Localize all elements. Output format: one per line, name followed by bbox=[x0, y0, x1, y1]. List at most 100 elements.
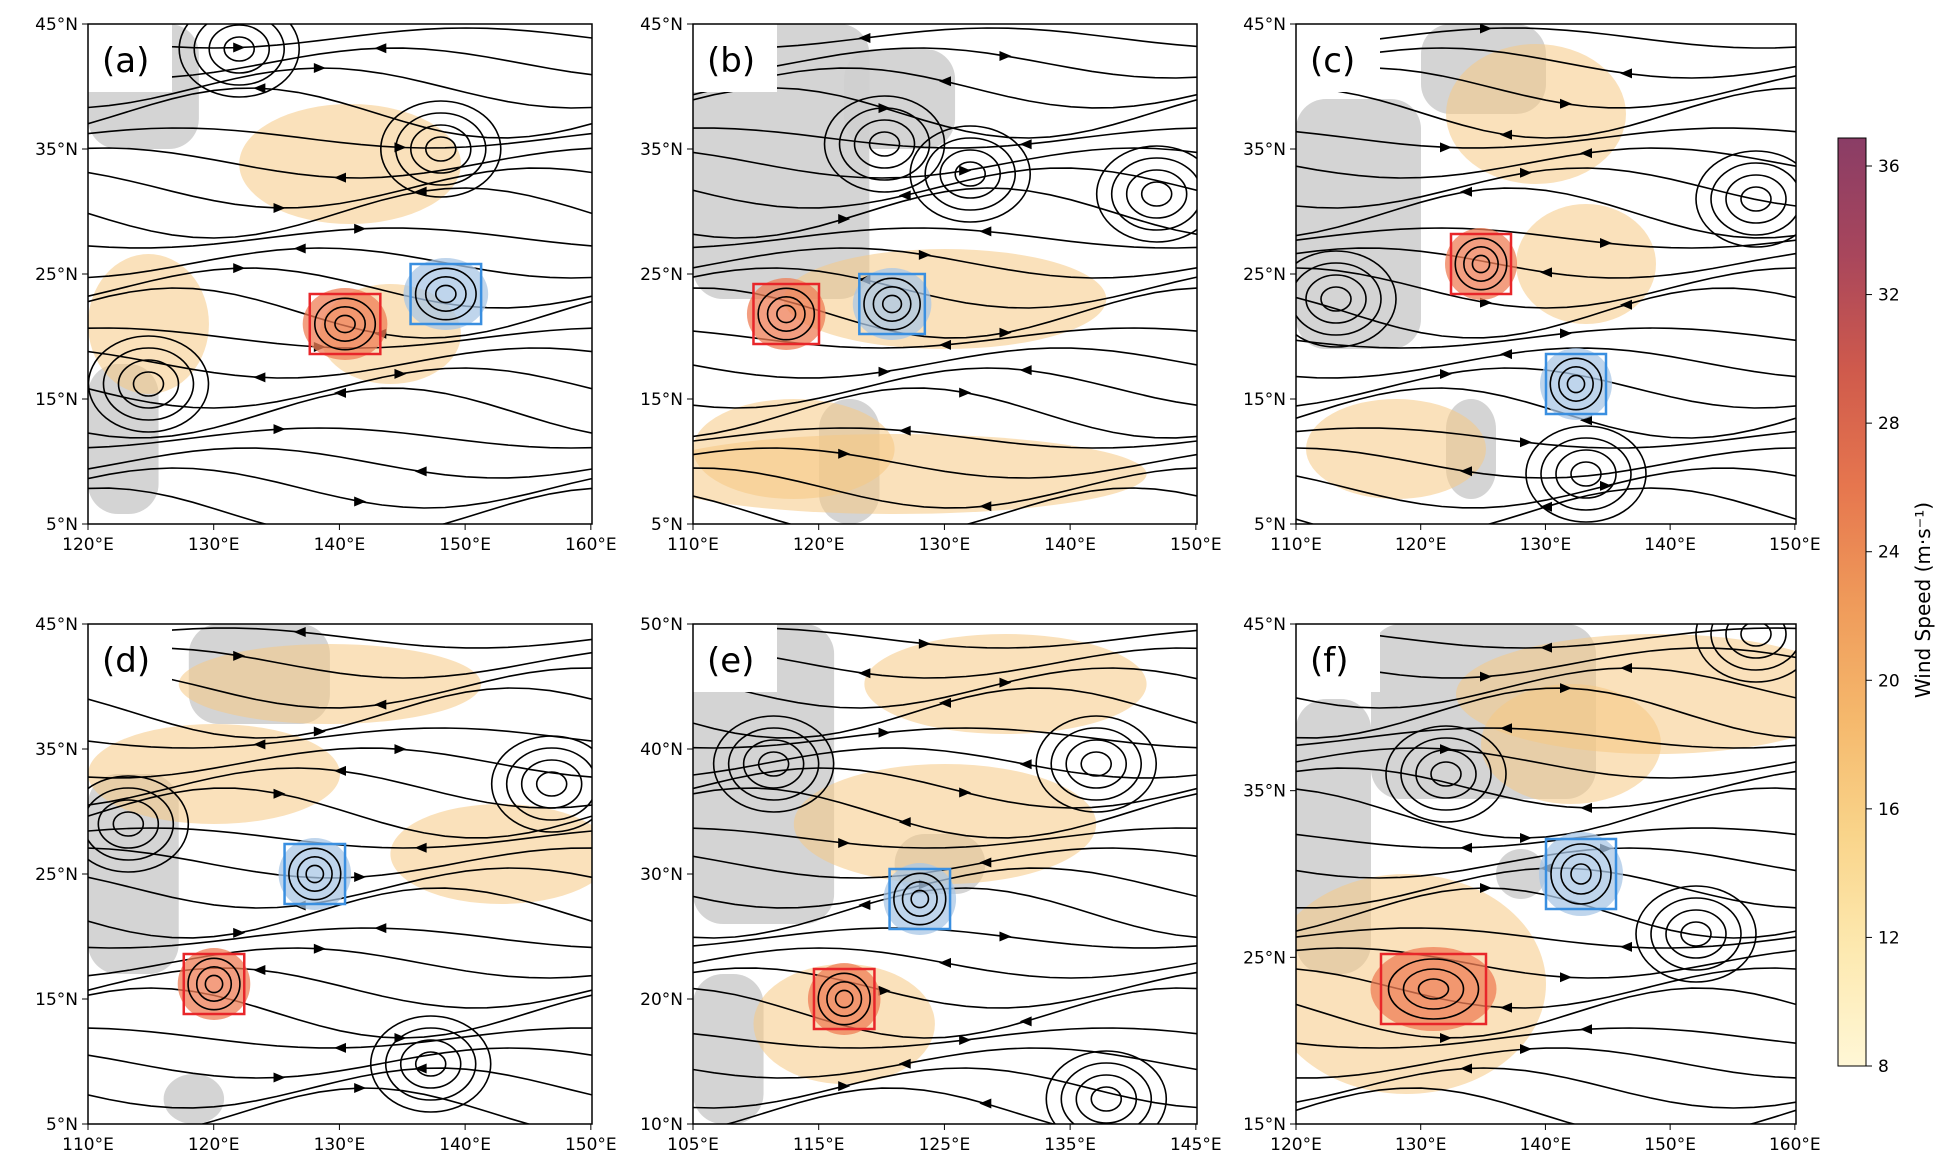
panel-label: (b) bbox=[707, 41, 755, 81]
panel-label: (c) bbox=[1310, 41, 1355, 81]
streamline-arrow bbox=[253, 372, 266, 383]
circulation-ring bbox=[88, 775, 190, 873]
red-typhoon-box bbox=[182, 952, 246, 1016]
streamline-arrow bbox=[939, 76, 951, 87]
streamline-arrow bbox=[374, 699, 387, 710]
streamline-arrow bbox=[878, 985, 891, 996]
circulation-ring bbox=[1125, 169, 1188, 219]
x-tick-label: 145°E bbox=[1170, 1135, 1222, 1155]
streamline-arrow bbox=[1520, 167, 1532, 178]
red-typhoon-circulation bbox=[334, 314, 356, 334]
streamline-arrow bbox=[293, 626, 306, 637]
x-tick-label: 140°E bbox=[439, 1135, 491, 1155]
streamline-arrow bbox=[979, 857, 992, 868]
circulation-ring bbox=[369, 1015, 492, 1113]
streamline-arrow bbox=[273, 788, 286, 799]
panel-d: (d) 110°E 120°E 130°E 140°E 150°E 45°N 35°N 25°N… bbox=[35, 615, 617, 1155]
streamline bbox=[199, 1087, 532, 1124]
y-tick-label: 50°N bbox=[640, 615, 683, 635]
circulation-ring bbox=[1525, 425, 1647, 523]
streamline-arrow bbox=[999, 50, 1012, 61]
blue-typhoon-circulation bbox=[901, 881, 938, 917]
panel-label-background bbox=[1296, 24, 1380, 92]
y-tick-label: 20°N bbox=[640, 990, 683, 1010]
circulation-ring bbox=[1570, 461, 1602, 487]
blue-typhoon-box bbox=[888, 867, 952, 931]
y-tick-label: 5°N bbox=[46, 1115, 78, 1135]
wind-speed-shading bbox=[88, 724, 340, 824]
circulation-ring bbox=[1430, 761, 1462, 787]
circulation-ring bbox=[384, 1027, 477, 1101]
land-mass bbox=[163, 1074, 225, 1124]
blue-typhoon-circulation bbox=[1558, 366, 1594, 402]
red-typhoon-circulation bbox=[834, 989, 854, 1009]
map-area bbox=[88, 624, 592, 1124]
streamline bbox=[693, 167, 1197, 209]
streamline-arrow bbox=[1620, 68, 1632, 79]
circulation-ring bbox=[1095, 145, 1197, 243]
panel-label-background bbox=[693, 624, 777, 692]
streamline bbox=[88, 227, 592, 249]
streamline-arrow bbox=[939, 697, 951, 708]
streamline-arrow bbox=[1620, 299, 1632, 310]
wind-speed-shading bbox=[1446, 44, 1626, 184]
circulation-ring bbox=[1045, 1050, 1168, 1124]
y-tick-label: 25°N bbox=[640, 265, 683, 285]
circulation-ring bbox=[208, 24, 270, 74]
circulation-ring bbox=[394, 112, 487, 186]
circulation-ring bbox=[1695, 150, 1796, 248]
land-mass bbox=[693, 624, 835, 924]
streamline-arrow bbox=[959, 387, 972, 398]
streamline-arrow bbox=[253, 965, 266, 976]
circulation-ring bbox=[1305, 274, 1367, 324]
map-area bbox=[88, 24, 592, 524]
streamline-arrow bbox=[959, 1034, 972, 1045]
streamline bbox=[88, 967, 592, 1009]
streamline-arrow bbox=[939, 957, 951, 968]
wind-speed-shading bbox=[178, 644, 482, 724]
red-typhoon-circulation bbox=[826, 981, 863, 1017]
wind-speed-shading bbox=[793, 764, 1097, 884]
blue-typhoon-circulation bbox=[424, 276, 467, 312]
streamline-arrow bbox=[838, 213, 851, 224]
x-tick-label: 110°E bbox=[667, 535, 719, 555]
circulation-ring bbox=[712, 715, 835, 813]
streamline bbox=[693, 467, 1197, 509]
panel-a: (a) 120°E 130°E 140°E 150°E 160°E 45°N 35°N 25°N… bbox=[35, 15, 617, 555]
red-typhoon-circulation bbox=[314, 297, 377, 351]
circulation-ring bbox=[1065, 739, 1127, 789]
red-typhoon-box bbox=[308, 292, 382, 356]
red-typhoon-circulation bbox=[1454, 237, 1508, 291]
streamline-arrow bbox=[253, 83, 266, 94]
streamline-arrow bbox=[354, 496, 367, 507]
panel-label-background bbox=[693, 24, 777, 92]
streamline-arrow bbox=[1460, 1063, 1472, 1074]
streamline bbox=[88, 127, 592, 149]
circulation-ring bbox=[1415, 749, 1477, 799]
streamline bbox=[693, 747, 1197, 779]
streamline bbox=[88, 787, 592, 839]
streamline-arrow bbox=[878, 366, 891, 377]
streamline bbox=[693, 727, 1197, 749]
circulation-ring bbox=[1050, 727, 1142, 801]
colorbar-tick-label: 24 bbox=[1878, 543, 1900, 563]
streamline bbox=[693, 787, 1197, 839]
streamline bbox=[1296, 87, 1796, 139]
streamline-arrow bbox=[1520, 437, 1532, 448]
red-typhoon-box bbox=[1379, 952, 1488, 1026]
streamline-arrow bbox=[939, 339, 951, 350]
streamline-arrow bbox=[1480, 883, 1492, 894]
x-tick-label: 150°E bbox=[565, 1135, 617, 1155]
y-tick-label: 35°N bbox=[35, 140, 78, 160]
streamline-arrow bbox=[334, 387, 346, 398]
blue-typhoon-box bbox=[409, 262, 483, 326]
streamline-arrow bbox=[858, 668, 871, 679]
y-tick-label: 25°N bbox=[35, 265, 78, 285]
circulation-ring bbox=[1075, 1074, 1138, 1124]
streamline bbox=[1296, 767, 1796, 809]
streamline-arrow bbox=[1460, 466, 1472, 477]
y-tick-label: 15°N bbox=[640, 390, 683, 410]
streamline-arrow bbox=[1480, 671, 1492, 682]
streamline-arrow bbox=[959, 165, 972, 176]
streamline-arrow bbox=[959, 787, 972, 798]
